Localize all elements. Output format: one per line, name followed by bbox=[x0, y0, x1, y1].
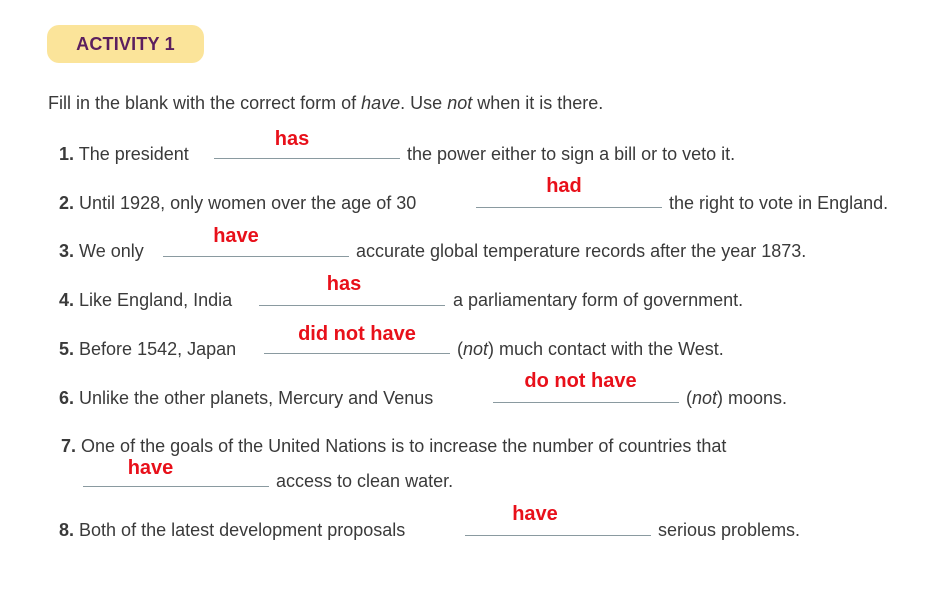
item-4-answer: has bbox=[326, 273, 362, 295]
item-8-blank[interactable] bbox=[465, 535, 651, 536]
item-1-blank[interactable] bbox=[214, 158, 400, 159]
item-2-before: 2. Until 1928, only women over the age o… bbox=[59, 192, 416, 214]
item-number: 6. bbox=[59, 388, 75, 408]
activity-label: ACTIVITY 1 bbox=[76, 33, 175, 54]
item-2-after: the right to vote in England. bbox=[669, 193, 889, 213]
item-number: 4. bbox=[59, 290, 75, 310]
item-number: 5. bbox=[59, 339, 75, 359]
item-8-before: 8. Both of the latest development propos… bbox=[59, 519, 405, 541]
item-6-not-word: not bbox=[692, 388, 718, 408]
item-6-blank[interactable] bbox=[493, 402, 679, 403]
instruction-word-not: not bbox=[447, 93, 473, 113]
item-before-text: Like England, India bbox=[79, 290, 233, 310]
item-5-answer: did not have bbox=[298, 323, 416, 345]
item-8-answer: have bbox=[512, 503, 558, 525]
item-3-before: 3. We only bbox=[59, 240, 144, 262]
item-6-answer: do not have bbox=[524, 370, 637, 392]
instruction-part1: Fill in the blank with the correct form … bbox=[48, 93, 362, 113]
item-3-after: accurate global temperature records afte… bbox=[356, 241, 807, 261]
item-7-after: access to clean water. bbox=[276, 471, 454, 491]
item-7-blank[interactable] bbox=[83, 486, 269, 487]
item-7-before: 7. One of the goals of the United Nation… bbox=[61, 435, 726, 457]
item-4-after: a parliamentary form of government. bbox=[453, 290, 744, 310]
item-4-before: 4. Like England, India bbox=[59, 289, 232, 311]
item-6-before: 6. Unlike the other planets, Mercury and… bbox=[59, 387, 433, 409]
item-7-answer: have bbox=[127, 457, 174, 479]
item-3-blank[interactable] bbox=[163, 256, 349, 257]
item-1-after: the power either to sign a bill or to ve… bbox=[407, 144, 736, 164]
item-6-after: (not) moons. bbox=[686, 388, 788, 408]
item-number: 2. bbox=[59, 193, 75, 213]
item-4-blank[interactable] bbox=[259, 305, 445, 306]
item-number: 7. bbox=[61, 436, 77, 456]
item-before-text: One of the goals of the United Nations i… bbox=[81, 436, 727, 456]
item-before-text: We only bbox=[79, 241, 144, 261]
activity-badge: ACTIVITY 1 bbox=[47, 25, 204, 63]
item-2-blank[interactable] bbox=[476, 207, 662, 208]
instruction-part2: . Use bbox=[400, 93, 448, 113]
item-5-not-word: not bbox=[463, 339, 489, 359]
item-3-answer: have bbox=[213, 225, 259, 247]
item-8-after: serious problems. bbox=[658, 520, 801, 540]
instruction-part3: when it is there. bbox=[472, 93, 604, 113]
item-before-text: Both of the latest development proposals bbox=[79, 520, 406, 540]
item-before-text: The president bbox=[78, 144, 189, 164]
item-1-answer: has bbox=[274, 128, 310, 150]
instruction-word-have: have bbox=[361, 93, 401, 113]
item-5-after-text: much contact with the West. bbox=[499, 339, 724, 359]
item-number: 3. bbox=[59, 241, 75, 261]
item-before-text: Unlike the other planets, Mercury and Ve… bbox=[79, 388, 434, 408]
item-before-text: Before 1542, Japan bbox=[79, 339, 237, 359]
item-5-before: 5. Before 1542, Japan bbox=[59, 338, 236, 360]
item-number: 8. bbox=[59, 520, 75, 540]
item-5-after: (not) much contact with the West. bbox=[457, 339, 724, 359]
item-number: 1. bbox=[59, 144, 75, 164]
instruction-text: Fill in the blank with the correct form … bbox=[48, 93, 603, 114]
item-5-blank[interactable] bbox=[264, 353, 450, 354]
item-1-before: 1. The president bbox=[59, 143, 189, 165]
item-before-text: Until 1928, only women over the age of 3… bbox=[79, 193, 417, 213]
item-2-answer: had bbox=[546, 175, 582, 197]
item-6-after-text: moons. bbox=[728, 388, 788, 408]
